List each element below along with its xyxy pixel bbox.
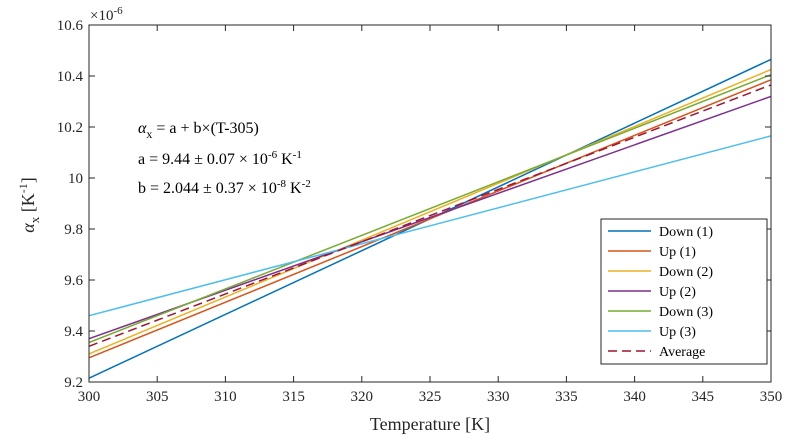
x-tick-label: 345 <box>692 389 715 405</box>
x-tick-label: 310 <box>214 389 237 405</box>
x-tick-label: 315 <box>282 389 305 405</box>
x-tick-label: 320 <box>351 389 374 405</box>
x-axis-label: Temperature [K] <box>370 414 490 434</box>
legend-items: Down (1) Up (1) Down (2) Up (2) Down (3) Up (… <box>608 225 713 360</box>
y-axis-label: αx [K-1] <box>16 177 42 232</box>
legend-label: Down (1) <box>659 225 713 240</box>
y-tick-label: 9.6 <box>64 273 83 289</box>
x-tick-label: 350 <box>760 389 783 405</box>
annotation-formula: αx = a + b×(T-305) <box>138 120 259 141</box>
series-line-3 <box>88 68 772 355</box>
y-tick-label: 10.6 <box>57 18 84 34</box>
annotation-a-value: a = 9.44 ± 0.07 × 10-6 K-1 <box>138 149 302 168</box>
series-layer <box>88 58 772 379</box>
legend: Down (1) Up (1) Down (2) Up (2) Down (3) Up (… <box>600 218 768 365</box>
x-tick-label: 330 <box>487 389 510 405</box>
y-tick-label: 9.2 <box>64 375 83 391</box>
y-ticks-layer: 9.2 9.4 9.6 9.8 10 10.2 10.4 10.6 <box>57 18 771 391</box>
annotation-b-value: b = 2.044 ± 0.37 × 10-8 K-2 <box>138 178 311 197</box>
x-tick-label: 335 <box>555 389 578 405</box>
annotation-box: αx = a + b×(T-305) a = 9.44 ± 0.07 × 10-… <box>138 120 311 197</box>
x-ticks-layer: 300 305 310 315 320 325 330 335 340 345 350 <box>78 25 783 405</box>
y-tick-label: 9.8 <box>64 222 83 238</box>
x-tick-label: 305 <box>146 389 169 405</box>
legend-label: Up (2) <box>659 285 696 300</box>
legend-label: Up (1) <box>659 245 696 260</box>
series-line-2 <box>88 79 772 359</box>
series-line-6 <box>88 135 772 317</box>
legend-label: Down (3) <box>659 305 713 320</box>
y-tick-label: 10 <box>68 171 83 187</box>
x-tick-label: 325 <box>419 389 442 405</box>
legend-label: Down (2) <box>659 265 713 280</box>
series-line-5 <box>88 74 772 344</box>
series-line-7 <box>88 84 772 348</box>
y-tick-label: 9.4 <box>64 324 83 340</box>
legend-label: Average <box>659 345 705 360</box>
y-tick-label: 10.2 <box>57 120 83 136</box>
y-tick-label: 10.4 <box>57 69 84 85</box>
y-exponent-label: ×10-6 <box>90 5 123 24</box>
x-tick-label: 300 <box>78 389 101 405</box>
x-tick-label: 340 <box>623 389 646 405</box>
legend-label: Up (3) <box>659 325 696 340</box>
